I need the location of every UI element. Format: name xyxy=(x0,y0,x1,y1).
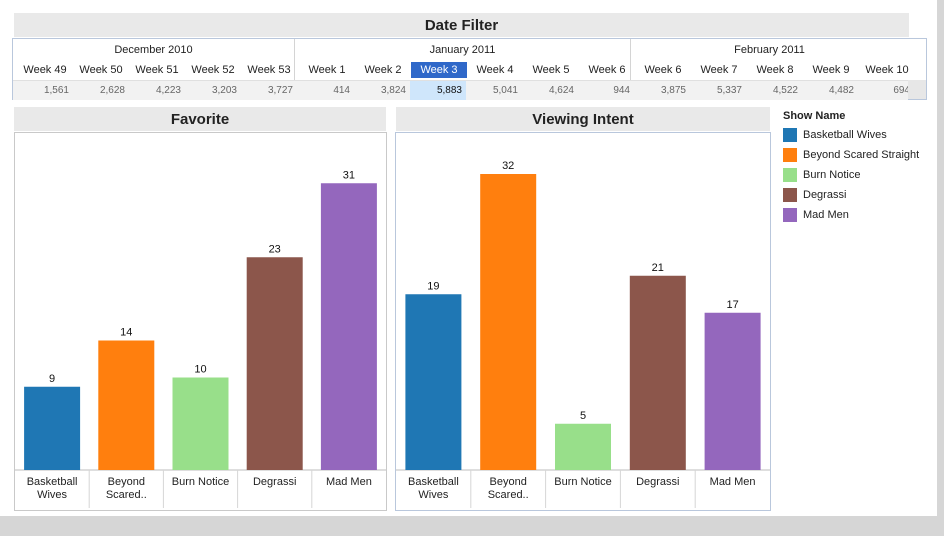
week-count-cell[interactable]: 2,628 xyxy=(99,85,125,96)
category-label: Degrassi xyxy=(636,476,679,488)
legend-item[interactable]: Beyond Scared Straight xyxy=(783,145,933,165)
legend-item[interactable]: Degrassi xyxy=(783,185,933,205)
month-label: January 2011 xyxy=(429,44,496,56)
category-label: Basketball Wives xyxy=(408,476,459,501)
category-label: Burn Notice xyxy=(554,476,611,488)
month-group: December 2010 Week 49 Week 50 Week 51 Week 5… xyxy=(13,39,294,99)
week-count-cell[interactable]: 944 xyxy=(613,85,630,96)
legend-item[interactable]: Basketball Wives xyxy=(783,125,933,145)
bar[interactable] xyxy=(405,294,462,470)
bar[interactable] xyxy=(480,174,537,470)
week-filter-cell[interactable]: Week 1 xyxy=(308,64,346,76)
data-label: 23 xyxy=(269,243,281,255)
show-name-legend: Show Name Basketball Wives Beyond Scared … xyxy=(783,110,933,225)
bar[interactable] xyxy=(629,275,686,470)
bar[interactable] xyxy=(98,340,155,471)
week-count-cell[interactable]: 4,482 xyxy=(828,85,854,96)
bar[interactable] xyxy=(704,312,761,470)
category-label: Basketball Wives xyxy=(27,476,78,501)
legend-item[interactable]: Burn Notice xyxy=(783,165,933,185)
legend-label: Beyond Scared Straight xyxy=(803,149,920,161)
week-filter-cell[interactable]: Week 51 xyxy=(135,64,179,76)
legend-label: Mad Men xyxy=(803,209,849,221)
week-count-cell[interactable]: 694 xyxy=(893,85,910,96)
legend-swatch xyxy=(783,188,797,202)
date-filter-title: Date Filter xyxy=(14,13,909,37)
week-count-cell[interactable]: 4,624 xyxy=(548,85,574,96)
legend-swatch xyxy=(783,208,797,222)
category-label: Beyond Scared.. xyxy=(106,476,147,501)
month-label: February 2011 xyxy=(734,44,805,56)
week-filter-cell[interactable]: Week 2 xyxy=(364,64,402,76)
category-label: Degrassi xyxy=(253,476,296,488)
week-count-cell[interactable]: 4,522 xyxy=(772,85,798,96)
category-label: Mad Men xyxy=(326,476,372,488)
month-group: February 2011 Week 6 Week 7 Week 8 Week 9 Wee… xyxy=(630,39,909,99)
legend-item[interactable]: Mad Men xyxy=(783,205,933,225)
legend-label: Degrassi xyxy=(803,189,847,201)
viewing-intent-bar-chart: 19 Basketball Wives 32 Beyond Scared.. 5 Burn N… xyxy=(396,160,770,508)
month-group: January 2011 Week 1 Week 2 Week 3 Week 4 Week… xyxy=(294,39,630,99)
week-filter-cell[interactable]: Week 8 xyxy=(756,64,794,76)
week-filter-cell[interactable]: Week 50 xyxy=(79,64,123,76)
week-count-cell[interactable]: 5,883 xyxy=(410,81,466,100)
week-filter-cell[interactable]: Week 52 xyxy=(191,64,235,76)
bar[interactable] xyxy=(555,423,611,470)
category-label: Beyond Scared.. xyxy=(488,476,529,501)
week-count-cell[interactable]: 3,824 xyxy=(380,85,406,96)
data-label: 17 xyxy=(726,299,738,311)
week-filter-cell[interactable]: Week 6 xyxy=(644,64,682,76)
week-count-cell[interactable]: 1,561 xyxy=(43,85,69,96)
legend-swatch xyxy=(783,168,797,182)
data-label: 9 xyxy=(49,373,55,385)
week-filter-cell[interactable]: Week 49 xyxy=(23,64,67,76)
category-label: Burn Notice xyxy=(172,476,229,488)
month-label: December 2010 xyxy=(114,44,193,56)
week-filter-cell[interactable]: Week 10 xyxy=(865,64,909,76)
data-label: 31 xyxy=(343,169,355,181)
bar[interactable] xyxy=(172,377,229,471)
week-filter-cell[interactable]: Week 3 xyxy=(411,62,467,78)
week-count-cell[interactable]: 5,041 xyxy=(492,85,518,96)
week-filter-cell[interactable]: Week 53 xyxy=(247,64,291,76)
week-filter-cell[interactable]: Week 5 xyxy=(532,64,570,76)
week-count-cell[interactable]: 3,727 xyxy=(267,85,293,96)
week-filter-cell[interactable]: Week 9 xyxy=(812,64,850,76)
data-label: 10 xyxy=(194,364,206,376)
bar[interactable] xyxy=(24,386,81,470)
dashboard-canvas: Date Filter December 2010 Week 49 Week 50 W… xyxy=(0,0,937,516)
week-filter-cell[interactable]: Week 6 xyxy=(588,64,626,76)
week-count-cell[interactable]: 3,875 xyxy=(660,85,686,96)
bar[interactable] xyxy=(246,257,303,470)
viewing-intent-chart-title: Viewing Intent xyxy=(396,107,770,131)
data-label: 21 xyxy=(652,262,664,274)
category-label: Mad Men xyxy=(710,476,756,488)
data-label: 5 xyxy=(580,410,586,422)
favorite-bar-chart: 9 Basketball Wives 14 Beyond Scared.. 10 Burn N… xyxy=(15,169,386,508)
favorite-chart-panel: 9 Basketball Wives 14 Beyond Scared.. 10 Burn N… xyxy=(14,132,387,511)
viewing-intent-chart-panel: 19 Basketball Wives 32 Beyond Scared.. 5 Burn N… xyxy=(395,132,771,511)
legend-label: Burn Notice xyxy=(803,169,861,181)
legend-swatch xyxy=(783,148,797,162)
week-count-cell[interactable]: 5,337 xyxy=(716,85,742,96)
date-filter-scrollbar[interactable] xyxy=(908,80,926,99)
week-count-cell[interactable]: 414 xyxy=(333,85,350,96)
week-count-cell[interactable]: 3,203 xyxy=(211,85,237,96)
legend-title: Show Name xyxy=(783,110,846,122)
bar[interactable] xyxy=(320,183,377,470)
week-count-cell[interactable]: 4,223 xyxy=(155,85,181,96)
week-filter-cell[interactable]: Week 7 xyxy=(700,64,738,76)
date-filter: December 2010 Week 49 Week 50 Week 51 Week 5… xyxy=(12,38,927,100)
data-label: 32 xyxy=(502,160,514,172)
data-label: 19 xyxy=(427,280,439,292)
favorite-chart-title: Favorite xyxy=(14,107,386,131)
legend-label: Basketball Wives xyxy=(803,129,887,141)
date-filter-count-row: 1,561 2,628 4,223 3,203 3,727 414 3,824 5,883 5,… xyxy=(13,80,910,100)
data-label: 14 xyxy=(120,327,132,339)
week-filter-cell[interactable]: Week 4 xyxy=(476,64,514,76)
legend-swatch xyxy=(783,128,797,142)
